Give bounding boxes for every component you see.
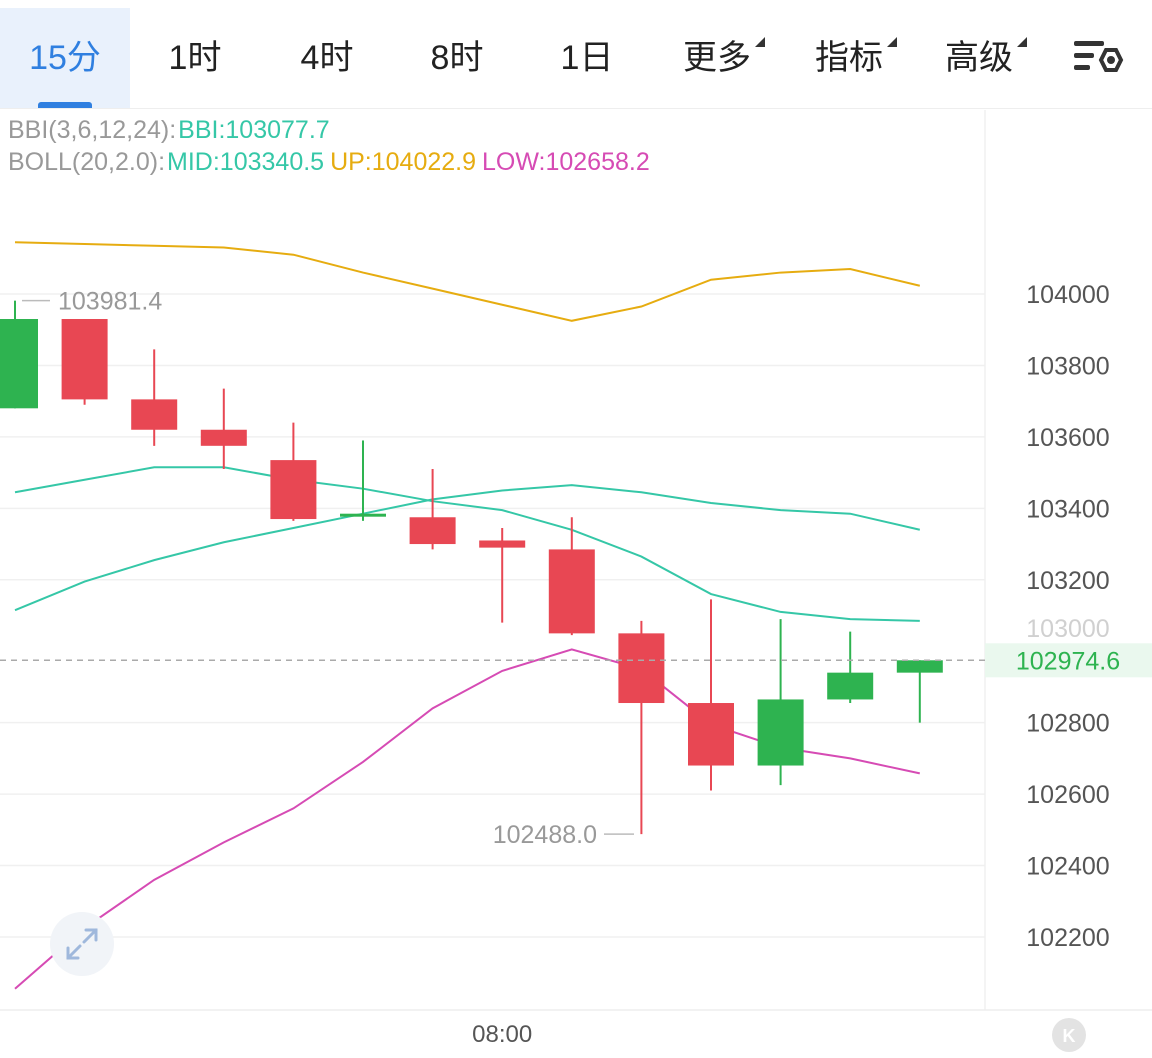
candle	[896, 660, 943, 723]
y-tick-label: 103600	[1026, 424, 1109, 452]
candle-body	[200, 429, 247, 446]
candle-body	[340, 513, 386, 517]
tab-label: 4时	[300, 39, 354, 77]
candle	[757, 619, 804, 786]
candle-body	[896, 660, 943, 673]
y-tick-label: 103800	[1026, 352, 1109, 380]
tab-7[interactable]: 高级	[914, 8, 1044, 108]
candle-body	[270, 460, 317, 520]
dropdown-corner-icon	[887, 37, 897, 47]
tab-3[interactable]: 8时	[392, 8, 522, 108]
candle-body	[827, 672, 874, 700]
candle	[409, 469, 456, 550]
candle-body	[61, 319, 108, 400]
y-tick-label: 103200	[1026, 567, 1109, 595]
series-line-mid	[14, 484, 921, 612]
tab-2[interactable]: 4时	[262, 8, 392, 108]
period-tab-bar: 15分 1时 4时 8时 1日 更多 指标 高级	[0, 0, 1152, 109]
candle	[61, 319, 108, 405]
bbi-legend-prefix: BBI(3,6,12,24):	[8, 116, 177, 144]
dropdown-corner-icon	[755, 37, 765, 47]
series-line-up	[14, 241, 921, 322]
x-tick-label: 08:00	[472, 1021, 532, 1048]
svg-text:K: K	[1063, 1026, 1076, 1046]
candle-body	[479, 540, 526, 548]
series-line-bbi	[14, 466, 920, 622]
tab-label: 指标	[815, 37, 897, 77]
tab-label: 15分	[29, 39, 101, 77]
tab-label: 高级	[945, 37, 1027, 77]
tab-1[interactable]: 1时	[130, 8, 260, 108]
candle	[827, 631, 874, 704]
candle-body	[409, 517, 456, 545]
tab-4[interactable]: 1日	[522, 8, 652, 108]
candle	[688, 599, 734, 791]
candle	[340, 440, 386, 521]
boll-low-value: LOW:102658.2	[482, 148, 650, 176]
boll-mid-value: MID:103340.5	[167, 148, 325, 176]
candle-body	[618, 633, 665, 704]
boll-legend-prefix: BOLL(20,2.0):	[8, 148, 166, 176]
tab-6[interactable]: 指标	[784, 8, 914, 108]
candle	[200, 388, 247, 470]
bbi-legend: BBI(3,6,12,24):BBI:103077.7	[8, 116, 336, 145]
expand-arrows-icon	[66, 928, 98, 960]
candle	[131, 349, 178, 446]
y-tick-label: 102400	[1026, 853, 1109, 881]
tab-label: 8时	[430, 39, 484, 77]
tab-label: 1时	[168, 39, 222, 77]
y-tick-label: 102200	[1026, 924, 1109, 952]
dropdown-corner-icon	[1017, 37, 1027, 47]
candle	[0, 300, 38, 409]
candle-body	[688, 703, 734, 766]
y-tick-label: 103400	[1026, 495, 1109, 523]
tab-5[interactable]: 更多	[652, 8, 782, 108]
candlestick-chart[interactable]: 103000 104000 103800 103600 103400 103200 1028…	[0, 110, 1152, 1058]
y-tick-label-hidden: 103000	[1026, 615, 1109, 643]
bbi-legend-value: BBI:103077.7	[178, 116, 330, 144]
chart-settings-button[interactable]	[1070, 38, 1126, 82]
tab-label: 1日	[560, 39, 614, 77]
candle	[479, 527, 526, 623]
high-price-label: 103981.4	[58, 288, 162, 316]
boll-legend: BOLL(20,2.0):MID:103340.5 UP:104022.9 LOW:…	[8, 148, 656, 177]
expand-chart-button[interactable]	[50, 912, 114, 976]
last-price-badge	[985, 643, 1152, 678]
candle-body	[0, 319, 38, 409]
candle	[270, 422, 317, 521]
y-tick-label: 104000	[1026, 281, 1109, 309]
k-line-button[interactable]: K	[1052, 1018, 1086, 1052]
candle	[548, 517, 595, 636]
chart-settings-icon	[1074, 41, 1124, 72]
candle	[618, 620, 665, 835]
boll-up-value: UP:104022.9	[330, 148, 477, 176]
last-price-label: 102974.6	[1016, 647, 1120, 675]
candle-body	[757, 699, 804, 766]
low-price-label: 102488.0	[493, 821, 597, 849]
candle-body	[548, 549, 595, 634]
tab-0[interactable]: 15分	[0, 8, 130, 108]
y-tick-label: 102800	[1026, 710, 1109, 738]
tab-label: 更多	[683, 37, 765, 77]
k-circle-icon: K	[1063, 1026, 1076, 1046]
candle-body	[131, 399, 178, 430]
y-tick-label: 102600	[1026, 781, 1109, 809]
active-tab-underline	[38, 102, 92, 108]
